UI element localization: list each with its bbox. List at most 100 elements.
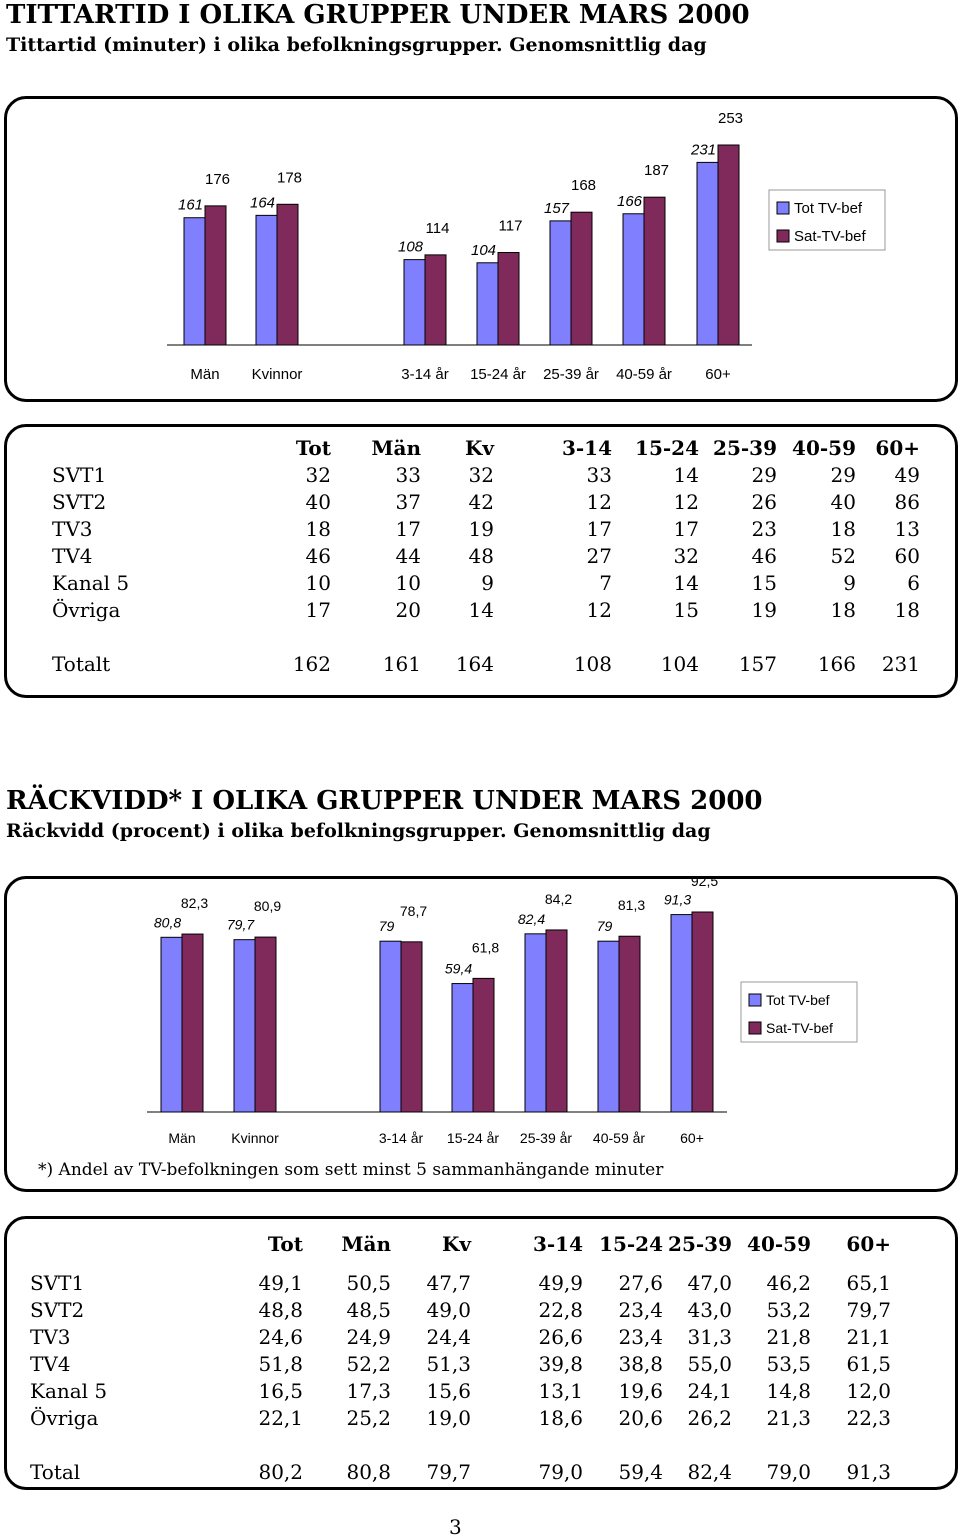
category-label-3: 15-24 år: [470, 366, 526, 383]
cell-3-5: 55,0: [687, 1352, 732, 1376]
cell-2-1: 24,9: [346, 1325, 391, 1349]
bar-sat-3: [497, 252, 520, 346]
legend-swatch-1: [776, 229, 790, 243]
category-label-4: 25-39 år: [520, 1130, 572, 1146]
total-cell-1: 161: [382, 652, 421, 676]
row-label-2: TV3: [30, 1325, 71, 1349]
cell-0-5: 29: [751, 463, 777, 487]
category-label-4: 25-39 år: [543, 366, 599, 383]
total-cell-4: 59,4: [618, 1460, 663, 1484]
cell-4-5: 15: [751, 571, 777, 595]
cell-2-3: 17: [586, 517, 612, 541]
bar-tot-6: [670, 914, 693, 1113]
total-cell-3: 108: [573, 652, 612, 676]
bar-sat-4: [545, 929, 568, 1113]
total-cell-3: 79,0: [538, 1460, 583, 1484]
category-label-2: 3-14 år: [401, 366, 449, 383]
cell-1-5: 43,0: [687, 1298, 732, 1322]
data-label-tot-1: 79,7: [227, 917, 255, 933]
bar-tot-0: [183, 217, 206, 346]
data-label-tot-2: 79: [379, 918, 395, 934]
data-label-sat-0: 82,3: [181, 895, 208, 911]
data-label-sat-5: 81,3: [618, 897, 645, 913]
cell-1-1: 48,5: [346, 1298, 391, 1322]
table2-panel: Tot Män Kv 3-14 15-24 25-39 40-59 60+ SVT1 49,1 50…: [4, 1216, 958, 1490]
cell-3-4: 32: [673, 544, 699, 568]
category-label-5: 40-59 år: [616, 366, 672, 383]
row-label-5: Övriga: [30, 1406, 99, 1430]
cell-5-5: 19: [751, 598, 777, 622]
bar-sat-1: [254, 936, 277, 1113]
cell-5-0: 22,1: [258, 1406, 303, 1430]
cell-1-3: 12: [586, 490, 612, 514]
cell-0-0: 32: [305, 463, 331, 487]
cell-2-5: 23: [751, 517, 777, 541]
column-header-1: Män: [341, 1232, 391, 1256]
row-label-3: TV4: [52, 544, 93, 568]
category-label-1: Kvinnor: [231, 1130, 279, 1146]
row-label-0: SVT1: [30, 1271, 85, 1295]
total-cell-6: 166: [817, 652, 856, 676]
bar-tot-2: [379, 940, 402, 1113]
cell-5-7: 22,3: [846, 1406, 891, 1430]
cell-1-1: 37: [395, 490, 421, 514]
cell-0-1: 33: [395, 463, 421, 487]
category-label-6: 60+: [705, 366, 731, 383]
data-label-tot-4: 157: [544, 200, 570, 217]
data-label-sat-6: 92,5: [691, 879, 718, 889]
cell-2-2: 19: [468, 517, 494, 541]
bar-sat-2: [400, 941, 423, 1113]
bar-tot-3: [476, 262, 499, 346]
category-label-3: 15-24 år: [447, 1130, 499, 1146]
row-label-0: SVT1: [52, 463, 107, 487]
cell-4-7: 6: [907, 571, 920, 595]
cell-0-0: 49,1: [258, 1271, 303, 1295]
cell-4-6: 14,8: [766, 1379, 811, 1403]
cell-1-0: 48,8: [258, 1298, 303, 1322]
bar-sat-2: [424, 254, 447, 346]
category-label-2: 3-14 år: [379, 1130, 424, 1146]
total-cell-5: 82,4: [687, 1460, 732, 1484]
cell-4-5: 24,1: [687, 1379, 732, 1403]
cell-5-1: 20: [395, 598, 421, 622]
bar-sat-1: [276, 203, 299, 346]
category-label-5: 40-59 år: [593, 1130, 645, 1146]
cell-0-6: 46,2: [766, 1271, 811, 1295]
table2: Tot Män Kv 3-14 15-24 25-39 40-59 60+ SVT1 49,1 50…: [7, 1219, 955, 1487]
legend-swatch-1: [748, 1021, 762, 1035]
cell-0-7: 65,1: [846, 1271, 891, 1295]
data-label-tot-5: 166: [617, 193, 643, 210]
cell-1-4: 12: [673, 490, 699, 514]
data-label-sat-3: 117: [499, 218, 523, 235]
total-cell-5: 157: [738, 652, 777, 676]
section2-title: RÄCKVIDD* I OLIKA GRUPPER UNDER MARS 200…: [6, 786, 763, 816]
data-label-tot-3: 59,4: [445, 961, 472, 977]
cell-1-7: 86: [894, 490, 920, 514]
cell-0-2: 32: [468, 463, 494, 487]
cell-1-2: 42: [468, 490, 494, 514]
data-label-sat-5: 187: [644, 162, 669, 179]
section1-title: TITTARTID I OLIKA GRUPPER UNDER MARS 200…: [6, 0, 750, 30]
legend-label-1: Sat-TV-bef: [794, 228, 867, 245]
cell-5-6: 21,3: [766, 1406, 811, 1430]
chart1-panel: 161 176 Män 164 178 Kvinnor 108 114 3-14 år 104 11…: [4, 96, 958, 402]
data-label-sat-2: 114: [426, 220, 450, 237]
cell-4-4: 19,6: [618, 1379, 663, 1403]
cell-5-1: 25,2: [346, 1406, 391, 1430]
cell-1-0: 40: [305, 490, 331, 514]
data-label-tot-5: 79: [597, 918, 613, 934]
column-header-3: 3-14: [561, 436, 612, 460]
data-label-tot-3: 104: [471, 242, 496, 259]
cell-1-5: 26: [751, 490, 777, 514]
total-cell-7: 91,3: [846, 1460, 891, 1484]
column-header-7: 60+: [875, 436, 920, 460]
legend-swatch-0: [776, 201, 790, 215]
cell-2-3: 26,6: [538, 1325, 583, 1349]
cell-2-4: 17: [673, 517, 699, 541]
data-label-tot-0: 80,8: [154, 914, 181, 930]
row-label-1: SVT2: [52, 490, 107, 514]
cell-2-6: 18: [830, 517, 856, 541]
column-header-2: Kv: [464, 436, 494, 460]
cell-0-3: 49,9: [538, 1271, 583, 1295]
